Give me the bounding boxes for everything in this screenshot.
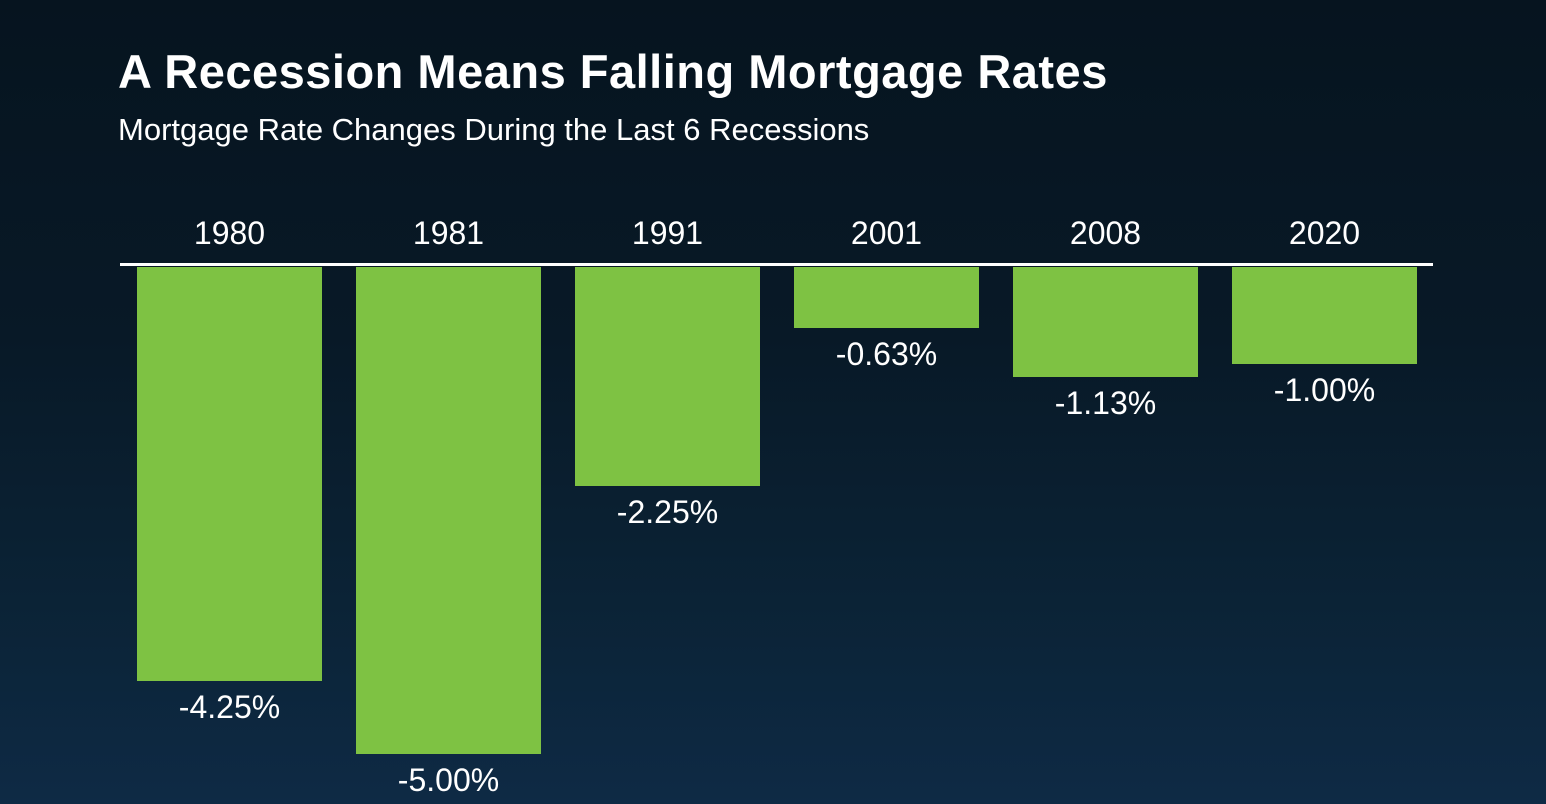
bar-column: 2001 -0.63% [794, 0, 979, 804]
zero-baseline [120, 263, 1433, 266]
chart-subtitle: Mortgage Rate Changes During the Last 6 … [118, 112, 870, 147]
bar [794, 267, 979, 328]
bar [137, 267, 322, 681]
category-year-label: 1981 [412, 215, 485, 251]
chart-title: A Recession Means Falling Mortgage Rates [118, 45, 1108, 98]
category-year-label: 2008 [1069, 215, 1142, 251]
category-year-label: 1991 [631, 215, 704, 251]
value-label: -4.25% [178, 689, 281, 725]
value-label: -1.13% [1054, 385, 1157, 421]
value-label: -5.00% [397, 762, 500, 798]
bar-column: 1991 -2.25% [575, 0, 760, 804]
category-year-label: 1980 [193, 215, 266, 251]
value-label: -1.00% [1273, 372, 1376, 408]
bar [356, 267, 541, 754]
bar-column: 1980 -4.25% [137, 0, 322, 804]
bar [1013, 267, 1198, 377]
category-year-label: 2001 [850, 215, 923, 251]
category-year-label: 2020 [1288, 215, 1361, 251]
bar-column: 1981 -5.00% [356, 0, 541, 804]
bar-column: 2008 -1.13% [1013, 0, 1198, 804]
bar [575, 267, 760, 486]
bar-column: 2020 -1.00% [1232, 0, 1417, 804]
bar [1232, 267, 1417, 364]
value-label: -0.63% [835, 336, 938, 372]
value-label: -2.25% [616, 494, 719, 530]
